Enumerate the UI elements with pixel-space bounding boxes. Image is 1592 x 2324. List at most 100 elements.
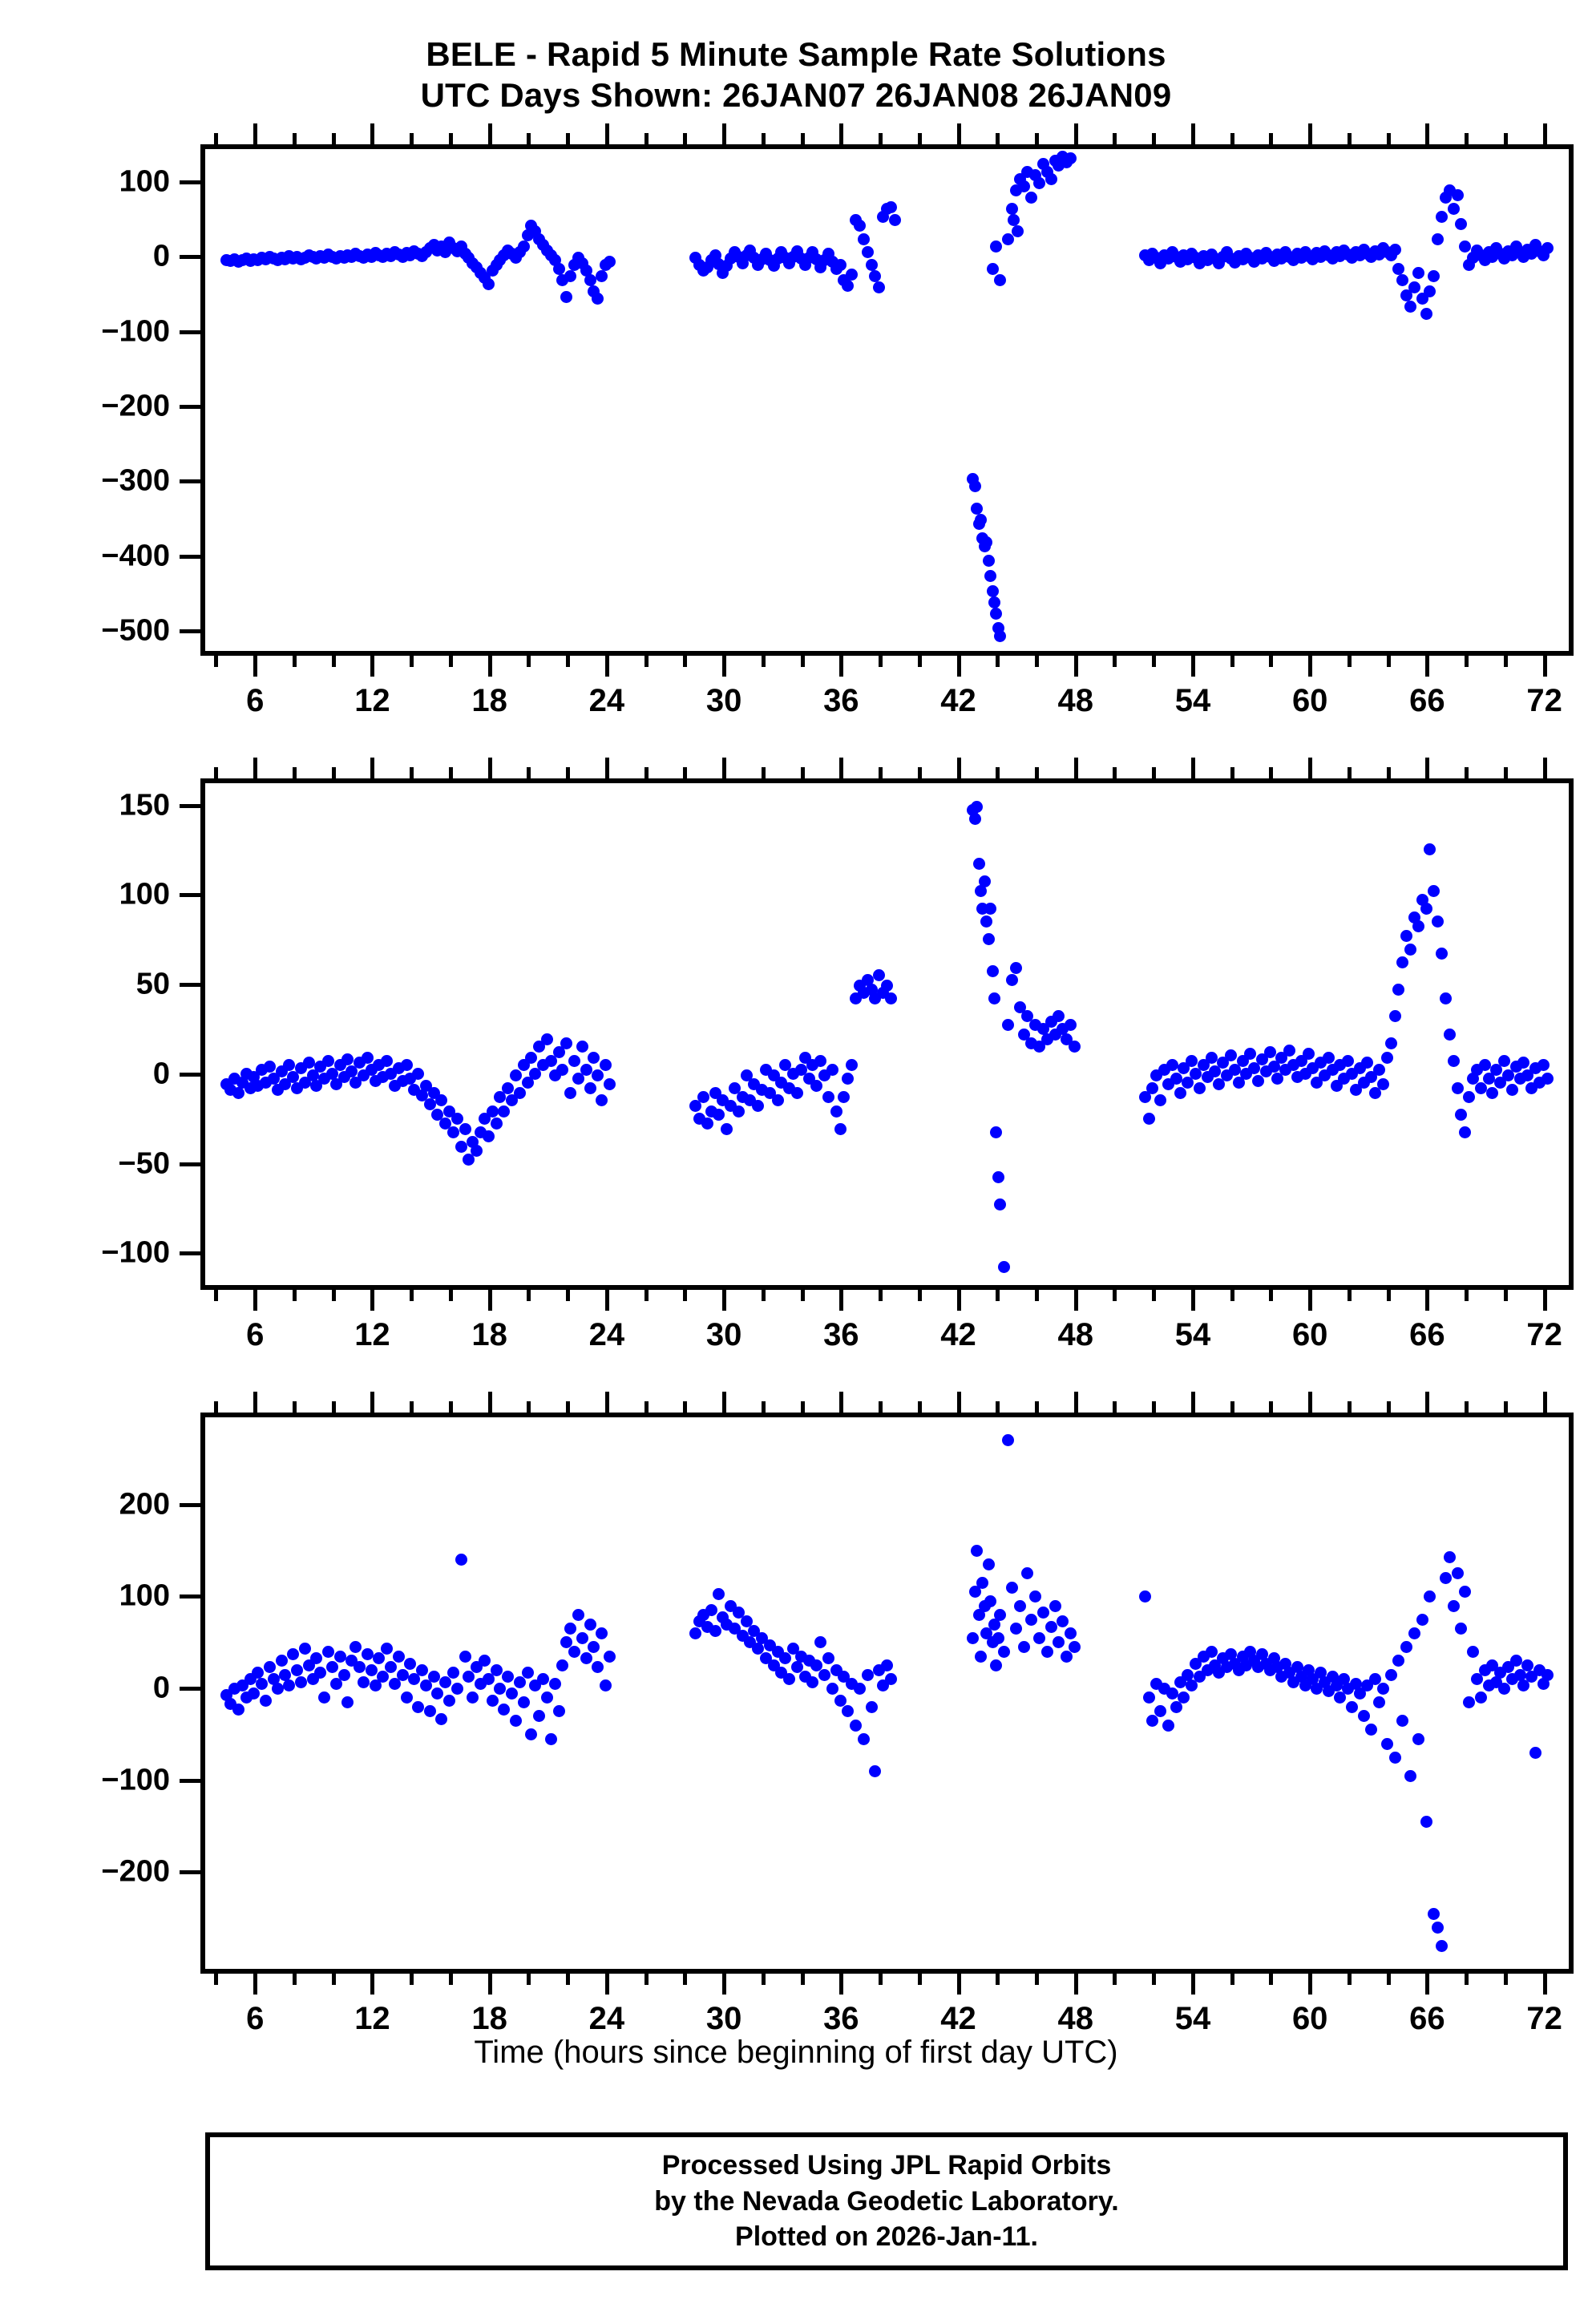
data-point [1061, 1650, 1073, 1663]
data-point [322, 1645, 335, 1658]
data-point [490, 1118, 503, 1130]
data-point [596, 1627, 608, 1639]
x-tick-minor-top [1465, 767, 1469, 778]
data-point [482, 1673, 495, 1686]
x-tick [370, 1290, 375, 1311]
x-tick-minor-top [1035, 1401, 1040, 1413]
data-point [1541, 1073, 1554, 1085]
data-point [1138, 1090, 1151, 1103]
plot-area-east [205, 149, 1569, 651]
x-tick [370, 656, 375, 677]
data-point [1267, 1651, 1280, 1664]
x-tick-top [1190, 1392, 1195, 1413]
data-point [1174, 1087, 1186, 1100]
x-tick-label: 42 [940, 1317, 976, 1352]
x-tick-top [1073, 123, 1078, 144]
data-point [1033, 1631, 1046, 1644]
data-point [232, 1704, 244, 1716]
x-tick-label: 54 [1174, 683, 1211, 718]
data-point [482, 277, 495, 290]
x-tick-minor [1230, 656, 1234, 667]
x-tick-minor [800, 1290, 805, 1301]
data-point [990, 240, 1003, 253]
data-point [588, 1051, 600, 1064]
data-point [517, 1696, 530, 1708]
data-point [357, 1675, 370, 1688]
data-point [482, 1130, 495, 1142]
data-point [521, 1076, 534, 1089]
data-point [502, 1081, 515, 1094]
data-point [333, 1650, 346, 1663]
x-tick-top [370, 123, 375, 144]
x-tick-minor [644, 656, 649, 667]
data-point [834, 1122, 847, 1135]
data-point [521, 1667, 534, 1679]
data-point [345, 1065, 358, 1078]
data-point [443, 1694, 456, 1707]
data-point [392, 1650, 405, 1663]
data-point [1432, 915, 1445, 928]
data-point [1170, 1700, 1182, 1713]
data-point [381, 1055, 394, 1068]
x-tick-minor [996, 1974, 1000, 1985]
data-point [857, 232, 870, 245]
x-tick-minor [1386, 1290, 1391, 1301]
y-axis-title-up: Up (mm) [0, 1906, 321, 2031]
data-point [1420, 1816, 1432, 1829]
data-point [1068, 1041, 1081, 1053]
data-point [1443, 1028, 1456, 1041]
data-point [842, 279, 855, 292]
x-tick [604, 1290, 609, 1311]
data-point [853, 1682, 866, 1695]
data-point [533, 1710, 546, 1723]
x-tick-minor [1386, 1974, 1391, 1985]
data-point [1424, 843, 1436, 856]
data-point [423, 1097, 436, 1110]
x-tick-minor [566, 656, 571, 667]
data-point [988, 596, 1001, 608]
data-point [451, 1112, 463, 1125]
data-point [318, 1691, 331, 1704]
data-point [713, 1109, 725, 1122]
data-point [1451, 1567, 1464, 1580]
x-tick-minor [1269, 656, 1274, 667]
x-tick-top [839, 758, 844, 778]
data-point [740, 1615, 753, 1628]
y-tick-label: 0 [152, 239, 170, 273]
data-point [302, 1057, 315, 1069]
x-tick-label: 54 [1174, 1317, 1211, 1352]
x-tick [839, 1974, 844, 1995]
data-point [984, 903, 997, 915]
data-point [1186, 1055, 1198, 1068]
data-point [1213, 1078, 1226, 1091]
data-point [1432, 232, 1445, 245]
data-point [1170, 1073, 1182, 1085]
data-point [455, 1554, 467, 1566]
data-point [463, 1670, 475, 1683]
data-point [1357, 1710, 1370, 1723]
data-point [341, 1696, 354, 1708]
data-point [994, 1609, 1007, 1622]
data-point [529, 1067, 542, 1080]
x-tick-minor-top [761, 767, 766, 778]
data-point [1263, 1045, 1276, 1058]
x-tick [1190, 1290, 1195, 1311]
data-point [419, 1679, 432, 1692]
data-point [537, 1673, 550, 1686]
data-point [810, 1659, 823, 1672]
x-tick-minor-top [1230, 1401, 1234, 1413]
data-point [287, 1071, 300, 1084]
data-point [232, 1087, 244, 1100]
x-tick-minor-top [292, 1401, 297, 1413]
data-point [1005, 974, 1018, 987]
x-tick-label: 60 [1291, 683, 1328, 718]
x-tick-top [370, 758, 375, 778]
x-tick-minor-top [214, 133, 219, 144]
data-point [986, 584, 999, 597]
data-point [435, 1094, 448, 1107]
data-point [404, 1657, 417, 1670]
x-tick-minor-top [761, 133, 766, 144]
x-tick-minor [1152, 656, 1157, 667]
data-point [834, 259, 847, 272]
x-tick [1542, 656, 1547, 677]
